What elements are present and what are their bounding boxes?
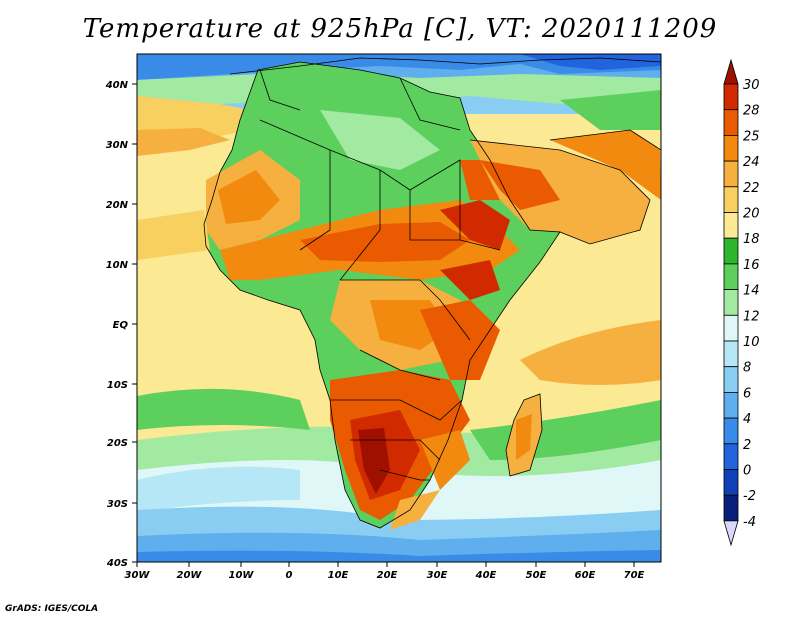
- lon-label: 0: [286, 570, 293, 581]
- lon-label: 30W: [125, 570, 151, 581]
- lat-label: 20S: [107, 438, 128, 449]
- colorbar-swatch: [723, 494, 739, 522]
- colorbar-swatch: [723, 366, 739, 393]
- lon-label: 70E: [624, 570, 645, 581]
- colorbar-swatch: [723, 340, 739, 368]
- colorbar-label: 16: [743, 258, 760, 273]
- colorbar-swatch: [723, 134, 739, 162]
- credit-label: GrADS: IGES/COLA: [5, 604, 99, 614]
- lon-label: 20W: [177, 570, 203, 581]
- lat-label: 20N: [106, 200, 129, 211]
- lon-label: 60E: [575, 570, 596, 581]
- lon-label: 10W: [229, 570, 255, 581]
- colorbar-swatch: [723, 263, 739, 290]
- colorbar-swatch: [723, 443, 739, 470]
- lat-label: EQ: [113, 320, 129, 331]
- colorbar-label: 20: [743, 207, 760, 222]
- colorbar-label: 0: [743, 464, 751, 479]
- colorbar-swatch: [723, 83, 739, 111]
- colorbar-label: 14: [743, 284, 760, 299]
- colorbar-label: -2: [743, 489, 756, 504]
- colorbar-swatch: [723, 314, 739, 342]
- colorbar-swatch: [723, 469, 739, 496]
- colorbar-swatch: [723, 160, 739, 188]
- colorbar-label: 6: [743, 386, 751, 401]
- lat-label: 40S: [106, 558, 128, 569]
- map-frame: [136, 53, 662, 563]
- colorbar-swatch: [723, 417, 739, 445]
- lon-label: 50E: [526, 570, 547, 581]
- colorbar-swatch: [723, 212, 739, 239]
- colorbar-label: 25: [743, 129, 760, 144]
- colorbar-swatch: [723, 237, 739, 265]
- map-title: Temperature at 925hPa [C], VT: 202011120…: [82, 14, 718, 44]
- colorbar-label: 24: [743, 155, 760, 170]
- lon-label: 40E: [475, 570, 497, 581]
- colorbar-swatch: [723, 109, 739, 136]
- colorbar-label: 22: [743, 181, 760, 196]
- lat-label: 10N: [106, 260, 129, 271]
- lat-label: 40N: [105, 80, 129, 91]
- colorbar-label: 18: [743, 232, 760, 247]
- coastlines-and-borders: [203, 57, 661, 529]
- colorbar-swatch: [723, 289, 739, 316]
- colorbar-bottom-arrow: [723, 520, 739, 547]
- colorbar-swatch: [723, 391, 739, 419]
- axis-ticks: [132, 83, 635, 567]
- lon-label: 20E: [377, 570, 398, 581]
- colorbar-label: 28: [743, 104, 760, 119]
- lat-label: 10S: [107, 380, 128, 391]
- lon-label: 10E: [328, 570, 349, 581]
- colorbar-label: 8: [743, 361, 751, 376]
- colorbar-label: 12: [743, 309, 760, 324]
- colorbar-top-arrow: [723, 58, 739, 85]
- colorbar-label: 30: [743, 78, 760, 93]
- longitude-labels: 30W 20W 10W 0 10E 20E 30E 40E 50E 60E 70…: [125, 570, 645, 581]
- temperature-field: [137, 54, 661, 562]
- colorbar-label: -4: [743, 515, 756, 530]
- colorbar-swatch: [723, 186, 739, 213]
- latitude-labels: 40N 30N 20N 10N EQ 10S 20S 30S 40S: [105, 80, 129, 569]
- colorbar-label: 4: [743, 412, 751, 427]
- lon-label: 30E: [427, 570, 448, 581]
- colorbar-label: 10: [743, 335, 760, 350]
- lat-label: 30N: [106, 140, 129, 151]
- colorbar-label: 2: [743, 438, 751, 453]
- lat-label: 30S: [107, 499, 128, 510]
